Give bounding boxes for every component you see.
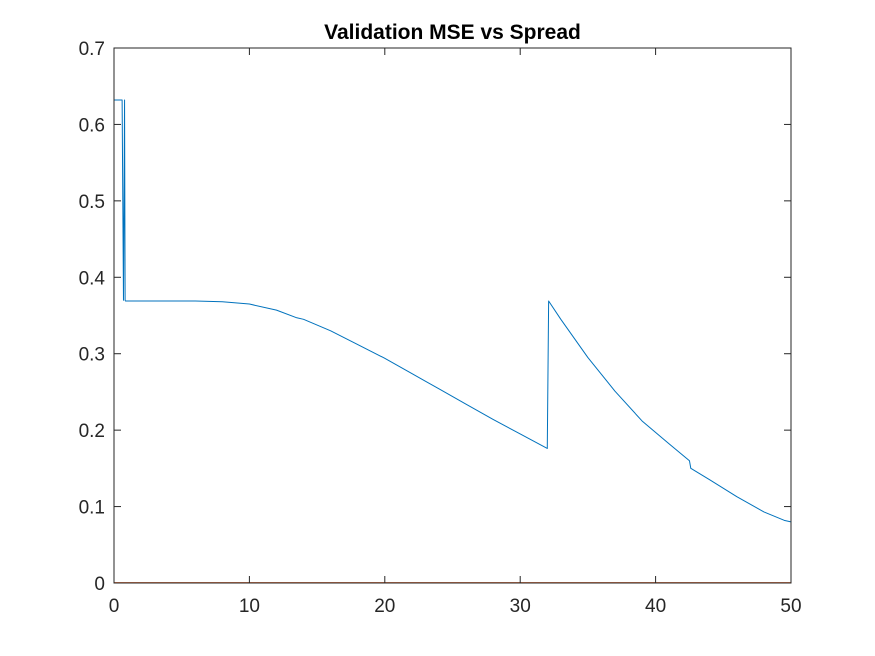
y-tick-label-5: 0.5	[79, 192, 105, 213]
series-line-1	[114, 99, 792, 523]
x-tick-label-3: 30	[510, 596, 531, 617]
plot-area	[114, 48, 791, 583]
x-tick-label-1: 10	[239, 596, 260, 617]
y-tick-label-7: 0.7	[79, 39, 105, 60]
y-tick-label-4: 0.4	[79, 268, 106, 289]
x-axis-ticks: 0 10 20 30 40 50	[109, 48, 802, 617]
y-tick-label-1: 0.1	[79, 498, 105, 519]
x-tick-label-2: 20	[374, 596, 395, 617]
y-tick-label-0: 0	[94, 574, 105, 595]
x-tick-label-0: 0	[109, 596, 120, 617]
x-tick-label-5: 50	[780, 596, 801, 617]
y-tick-label-6: 0.6	[79, 115, 105, 136]
y-tick-label-3: 0.3	[79, 345, 105, 366]
axes-box	[113, 47, 792, 584]
y-tick-label-2: 0.2	[79, 421, 105, 442]
y-axis-ticks: 0 0.1 0.2 0.3 0.4 0.5 0.6 0.7	[79, 39, 791, 595]
x-tick-label-4: 40	[645, 596, 666, 617]
chart-title: Validation MSE vs Spread	[324, 21, 581, 44]
